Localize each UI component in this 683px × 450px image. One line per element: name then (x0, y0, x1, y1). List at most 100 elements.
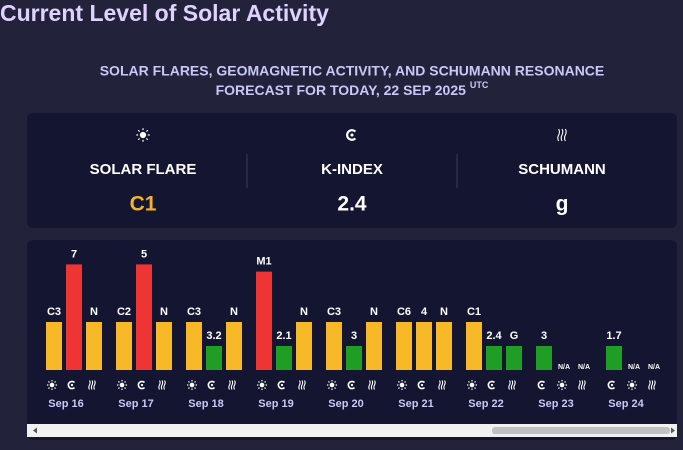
sun-ray (118, 387, 120, 389)
schumann-icon (443, 380, 446, 390)
bar-label: N (300, 306, 308, 318)
bar-label: 4 (421, 306, 428, 318)
bar (536, 346, 552, 370)
bar-label: 3 (351, 330, 357, 342)
summary-value: C1 (130, 193, 157, 216)
sun-ray (628, 381, 630, 383)
sun-ray (564, 387, 566, 389)
sun-ray (194, 387, 196, 389)
bar-label: C2 (117, 306, 131, 318)
bar-label: C6 (397, 306, 411, 318)
kindex-icon (417, 380, 426, 390)
sun-ray (54, 381, 56, 383)
schumann-icon (650, 380, 654, 390)
scroll-right[interactable] (671, 427, 675, 434)
schumann-icon (440, 380, 444, 390)
kindex-icon (346, 129, 357, 141)
schumann-icon (370, 380, 374, 390)
schumann-icon (228, 380, 231, 390)
sun-ray (137, 137, 141, 141)
sun-ray (398, 387, 400, 389)
sun-ray (474, 381, 476, 383)
subtitle: SOLAR FLARES, GEOMAGNETIC ACTIVITY, AND … (100, 63, 605, 79)
bar (296, 322, 312, 370)
kindex-icon (347, 380, 356, 390)
sun-ray (328, 381, 330, 383)
date-label: Sep 22 (468, 398, 503, 410)
scrollbar-thumb[interactable] (492, 427, 670, 434)
bar-label: C1 (467, 306, 481, 318)
schumann-icon (580, 380, 584, 390)
sun-ray (48, 381, 50, 383)
bar (466, 322, 482, 370)
schumann-icon (583, 380, 586, 390)
date-label: Sep 24 (608, 398, 644, 410)
subtitle-line: FORECAST FOR TODAY, 22 SEP 2025 (216, 82, 466, 98)
bar (186, 322, 202, 370)
schumann-icon (557, 128, 561, 142)
sun-ray (264, 387, 266, 389)
sun-ray (188, 381, 190, 383)
date-label: Sep 21 (398, 398, 433, 410)
sun-icon (329, 382, 335, 388)
kindex-dot (70, 383, 74, 387)
sun-ray (398, 381, 400, 383)
kindex-dot (210, 383, 214, 387)
summary-value: g (556, 193, 569, 216)
schumann-icon (303, 380, 306, 390)
sun-ray (54, 387, 56, 389)
bar (46, 322, 62, 370)
sun-ray (404, 387, 406, 389)
sun-icon (119, 382, 125, 388)
date-label: Sep 16 (48, 398, 83, 410)
kindex-dot (610, 383, 614, 387)
bar-label: N/A (578, 364, 590, 371)
schumann-icon (93, 380, 96, 390)
summary-value: 2.4 (337, 193, 367, 216)
kindex-icon (137, 380, 146, 390)
bar (66, 264, 82, 370)
sun-ray (48, 387, 50, 389)
sun-ray (558, 381, 560, 383)
bar (396, 322, 412, 370)
kindex-icon (207, 380, 216, 390)
scroll-left[interactable] (33, 427, 37, 434)
sun-ray (404, 381, 406, 383)
sun-icon (139, 131, 147, 139)
bar-label: N/A (648, 364, 660, 371)
sun-ray (118, 381, 120, 383)
bar (436, 322, 452, 370)
schumann-icon (160, 380, 164, 390)
bar-label: 2.4 (486, 330, 502, 342)
bar-label: C3 (47, 306, 61, 318)
schumann-icon (560, 128, 564, 142)
sun-ray (334, 381, 336, 383)
sun-icon (189, 382, 195, 388)
sun-ray (564, 381, 566, 383)
sun-ray (328, 387, 330, 389)
schumann-icon (508, 380, 511, 390)
bar-label: N/A (558, 364, 570, 371)
sun-icon (399, 382, 405, 388)
bar-label: 7 (71, 248, 77, 260)
subtitle: FORECAST FOR TODAY, 22 SEP 2025 UTC (216, 80, 489, 97)
schumann-icon (230, 380, 234, 390)
sun-ray (264, 381, 266, 383)
schumann-icon (653, 380, 656, 390)
schumann-icon (438, 380, 441, 390)
sun-icon (49, 382, 55, 388)
schumann-icon (373, 380, 376, 390)
forecast-chart: C3 7 N Sep 16 C2 5 N Sep 17 C3 3.2 N Sep 18 M1 2.1 N Se… (46, 248, 660, 410)
bar-label: 3.2 (206, 330, 221, 342)
sun-ray (124, 387, 126, 389)
sun-ray (258, 381, 260, 383)
kindex-dot (540, 383, 544, 387)
sun-ray (258, 387, 260, 389)
kindex-icon (607, 380, 616, 390)
schumann-icon (90, 380, 94, 390)
sun-icon (469, 382, 475, 388)
kindex-dot (420, 383, 424, 387)
bar-label: 1.7 (606, 330, 621, 342)
